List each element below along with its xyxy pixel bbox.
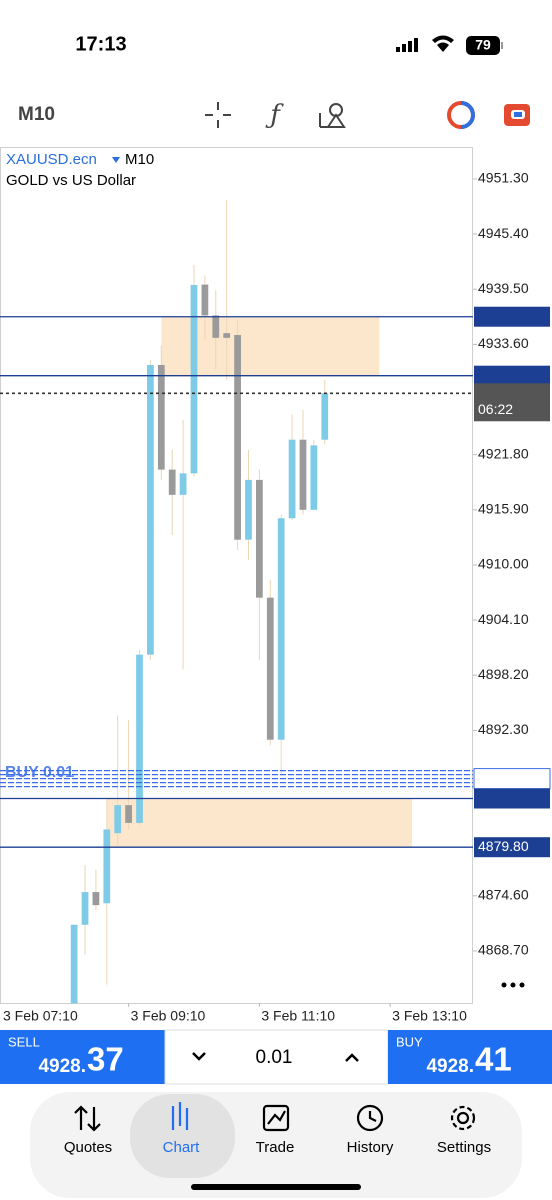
candle-body [234,335,241,540]
x-tick-label: 3 Feb 11:10 [261,1008,335,1024]
y-tick-label: 4874.60 [478,887,529,903]
candle-body [103,829,111,904]
more-button[interactable] [501,982,525,988]
level-price-box [474,306,550,327]
y-tick-label: 4915.90 [478,501,529,517]
candle-body [212,315,220,338]
account-button[interactable] [447,101,475,129]
active-tab [130,1094,235,1178]
plot: BUY 0.01 [0,199,473,1004]
buy-button[interactable] [388,1030,552,1084]
candle-body [223,333,231,338]
candle-body [92,892,100,906]
candle-body [321,393,329,440]
x-tick-label: 3 Feb 07:10 [3,1008,78,1024]
indicators-button[interactable]: ƒ [265,100,284,130]
zone [161,316,380,376]
symbol-description: GOLD vs US Dollar [6,172,136,189]
tab-labels: Quotes Chart Trade History Settings [64,1139,491,1156]
signal-icon [396,38,418,52]
crosshair-button[interactable] [205,102,231,128]
y-tick-label: 4921.80 [478,445,529,461]
candle-body [266,597,274,740]
candle-body [245,479,252,540]
candle-body [81,892,89,925]
candle-body [201,284,209,316]
tab-label[interactable]: Chart [163,1139,201,1156]
battery-tip [501,42,503,49]
y-tick-label: 4868.70 [478,942,529,958]
candle-body [299,439,307,510]
y-tick-label: 4945.40 [478,225,529,241]
candle-body [168,469,176,495]
chart-timeframe: M10 [125,151,154,168]
x-tick-label: 3 Feb 09:10 [131,1008,206,1024]
clock: 17:13 [75,33,126,55]
lot-decrease[interactable] [192,1052,206,1061]
sell-button[interactable] [0,1030,165,1084]
buy-price: 4928. [426,1056,474,1077]
tab-label[interactable]: History [347,1139,394,1156]
bar-countdown: 06:22 [478,401,513,417]
order-label[interactable]: BUY 0.01 [5,764,74,781]
battery-icon [466,36,500,55]
objects-button[interactable] [319,103,346,128]
level-price-box [474,788,550,809]
symbol-dropdown[interactable] [112,157,120,163]
lot-value[interactable]: 0.01 [256,1047,293,1068]
candle-body [179,473,187,495]
candle-body [288,439,296,519]
x-tick-label: 3 Feb 13:10 [392,1008,467,1024]
sell-price-pips: 37 [87,1041,124,1078]
zone [106,798,412,848]
tab-icons [74,1102,476,1132]
candle-body [256,479,263,598]
level-price: 4879.80 [478,838,529,854]
candle-body [157,364,165,470]
wifi-icon [432,35,454,52]
y-tick-label: 4904.10 [478,611,529,627]
tab-label[interactable]: Quotes [64,1139,112,1156]
candle-body [114,805,122,834]
candle-body [277,518,285,740]
candle-body [190,284,198,474]
price-axis: 4951.30 4945.40 4939.50 4933.60 4921.80 4915.… [3,170,551,1024]
y-tick-label: 4933.60 [478,335,529,351]
y-tick-label: 4951.30 [478,170,529,186]
candle-body [147,364,154,655]
candle-body [70,924,78,1004]
trade-button[interactable] [504,104,530,126]
sell-label: SELL [8,1034,40,1049]
level-price-box [474,365,550,386]
level-price-box [474,837,550,858]
y-tick-label: 4910.00 [478,556,529,572]
timeframe-button[interactable]: M10 [18,104,55,125]
tab-label[interactable]: Trade [256,1139,295,1156]
battery-level: 79 [475,37,491,53]
candle-body [136,654,143,823]
current-price-box [474,383,550,422]
candle-body [125,805,132,823]
buy-label: BUY [396,1034,423,1049]
candle-body [310,445,318,510]
y-tick-label: 4898.20 [478,666,529,682]
symbol[interactable]: XAUUSD.ecn [6,151,97,168]
lot-increase[interactable] [345,1053,359,1062]
level-price-box [473,768,551,790]
sell-price: 4928. [38,1056,86,1077]
tab-label[interactable]: Settings [437,1139,491,1156]
home-indicator [191,1184,361,1190]
chart-area[interactable] [0,147,473,1004]
y-tick-label: 4939.50 [478,280,529,296]
y-tick-label: 4892.30 [478,721,529,737]
buy-price-pips: 41 [475,1041,512,1078]
